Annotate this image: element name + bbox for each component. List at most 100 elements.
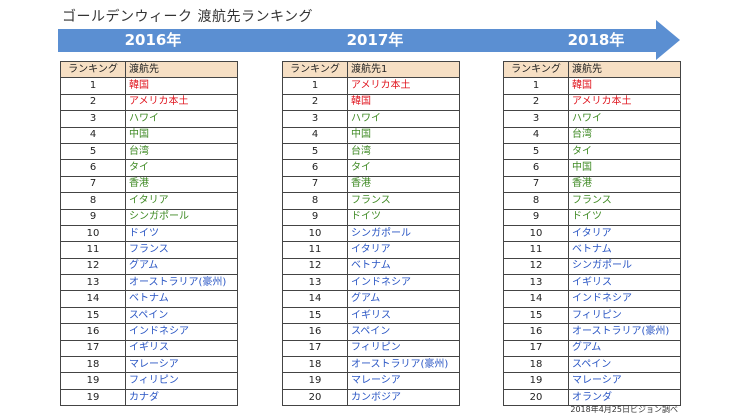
rank-cell: 8 (282, 192, 348, 210)
destination-cell: ハワイ (347, 110, 460, 128)
destination-cell: グアム (568, 339, 681, 358)
table-row: 11 フランス (60, 241, 238, 259)
table-row: 20 オランダ (503, 388, 681, 407)
rank-cell: 1 (503, 77, 569, 95)
ranking-table-2017: ランキング 渡航先1 1 アメリカ本土 2 韓国 3 ハワイ 4 中国 5 台湾 6 タイ 7 香港 8 フラ… (282, 60, 460, 407)
destination-cell: シンガポール (347, 224, 460, 243)
destination-cell: インドネシア (568, 290, 681, 308)
destination-cell: アメリカ本土 (568, 93, 681, 112)
column-header-destination: 渡航先 (125, 60, 238, 79)
table-row: 6 中国 (503, 159, 681, 177)
destination-cell: イタリア (125, 192, 238, 210)
rank-cell: 12 (503, 257, 569, 276)
table-row: 13 インドネシア (282, 274, 460, 292)
destination-cell: 韓国 (125, 77, 238, 95)
rank-cell: 9 (503, 208, 569, 226)
rank-cell: 16 (282, 323, 348, 341)
table-row: 5 台湾 (282, 142, 460, 161)
table-row: 12 シンガポール (503, 257, 681, 276)
table-row: 3 ハワイ (60, 110, 238, 128)
table-row: 13 オーストラリア(豪州) (60, 274, 238, 292)
destination-cell: グアム (347, 290, 460, 308)
column-header-destination: 渡航先 (568, 60, 681, 79)
destination-cell: オーストラリア(豪州) (125, 274, 238, 292)
table-row: 6 タイ (60, 159, 238, 177)
table-row: 4 中国 (282, 126, 460, 144)
destination-cell: タイ (125, 159, 238, 177)
table-row: 20 カンボジア (282, 388, 460, 407)
table-row: 4 中国 (60, 126, 238, 144)
table-row: 3 ハワイ (503, 110, 681, 128)
timeline-arrow: 2016年 2017年 2018年 (58, 20, 680, 60)
rank-cell: 5 (503, 142, 569, 161)
column-header-ranking: ランキング (503, 60, 569, 79)
destination-cell: フランス (568, 192, 681, 210)
destination-cell: アメリカ本土 (347, 77, 460, 95)
table-row: 3 ハワイ (282, 110, 460, 128)
rank-cell: 15 (60, 306, 126, 325)
page-title: ゴールデンウィーク 渡航先ランキング (62, 9, 314, 25)
table-row: 16 スペイン (282, 323, 460, 341)
rank-cell: 15 (282, 306, 348, 325)
destination-cell: イタリア (347, 241, 460, 259)
rank-cell: 1 (282, 77, 348, 95)
table-row: 2 韓国 (282, 93, 460, 112)
rank-cell: 3 (503, 110, 569, 128)
rank-cell: 14 (282, 290, 348, 308)
timeline-arrowhead (656, 20, 680, 60)
table-row: 10 イタリア (503, 224, 681, 243)
rank-cell: 8 (503, 192, 569, 210)
table-row: 2 アメリカ本土 (60, 93, 238, 112)
rank-cell: 13 (60, 274, 126, 292)
rank-cell: 6 (60, 159, 126, 177)
rank-cell: 11 (60, 241, 126, 259)
destination-cell: スペイン (125, 306, 238, 325)
rank-cell: 4 (282, 126, 348, 144)
destination-cell: スペイン (568, 356, 681, 374)
table-row: 1 韓国 (503, 77, 681, 95)
year-label-2016: 2016年 (124, 31, 182, 49)
destination-cell: ベトナム (347, 257, 460, 276)
destination-cell: 韓国 (568, 77, 681, 95)
destination-cell: 台湾 (347, 142, 460, 161)
destination-cell: 中国 (347, 126, 460, 144)
rank-cell: 5 (282, 142, 348, 161)
table-row: 18 スペイン (503, 356, 681, 374)
source-footnote: 2018年4月25日ビジョン調べ (570, 405, 678, 414)
destination-cell: ベトナム (568, 241, 681, 259)
rank-cell: 12 (60, 257, 126, 276)
rank-cell: 10 (60, 224, 126, 243)
destination-cell: インドネシア (125, 323, 238, 341)
table-row: 12 ベトナム (282, 257, 460, 276)
table-row: 17 フィリピン (282, 339, 460, 358)
table-row: 8 イタリア (60, 192, 238, 210)
table-row: 10 シンガポール (282, 224, 460, 243)
destination-cell: フィリピン (347, 339, 460, 358)
table-header-row: ランキング 渡航先 (60, 60, 238, 79)
rank-cell: 8 (60, 192, 126, 210)
year-label-2018: 2018年 (567, 31, 625, 49)
table-row: 7 香港 (503, 175, 681, 194)
table-row: 14 グアム (282, 290, 460, 308)
destination-cell: オーストラリア(豪州) (347, 356, 460, 374)
rank-cell: 1 (60, 77, 126, 95)
destination-cell: ハワイ (568, 110, 681, 128)
destination-cell: オランダ (568, 388, 681, 407)
rank-cell: 3 (282, 110, 348, 128)
rank-cell: 11 (282, 241, 348, 259)
table-row: 9 ドイツ (282, 208, 460, 226)
destination-cell: シンガポール (568, 257, 681, 276)
table-row: 17 グアム (503, 339, 681, 358)
rank-cell: 19 (503, 372, 569, 390)
rank-cell: 9 (60, 208, 126, 226)
destination-cell: カンボジア (347, 388, 460, 407)
destination-cell: カナダ (125, 388, 238, 407)
rank-cell: 13 (282, 274, 348, 292)
rank-cell: 2 (282, 93, 348, 112)
destination-cell: フィリピン (125, 372, 238, 390)
rank-cell: 17 (282, 339, 348, 358)
table-row: 8 フランス (503, 192, 681, 210)
rank-cell: 14 (60, 290, 126, 308)
table-row: 7 香港 (60, 175, 238, 194)
rank-cell: 18 (282, 356, 348, 374)
